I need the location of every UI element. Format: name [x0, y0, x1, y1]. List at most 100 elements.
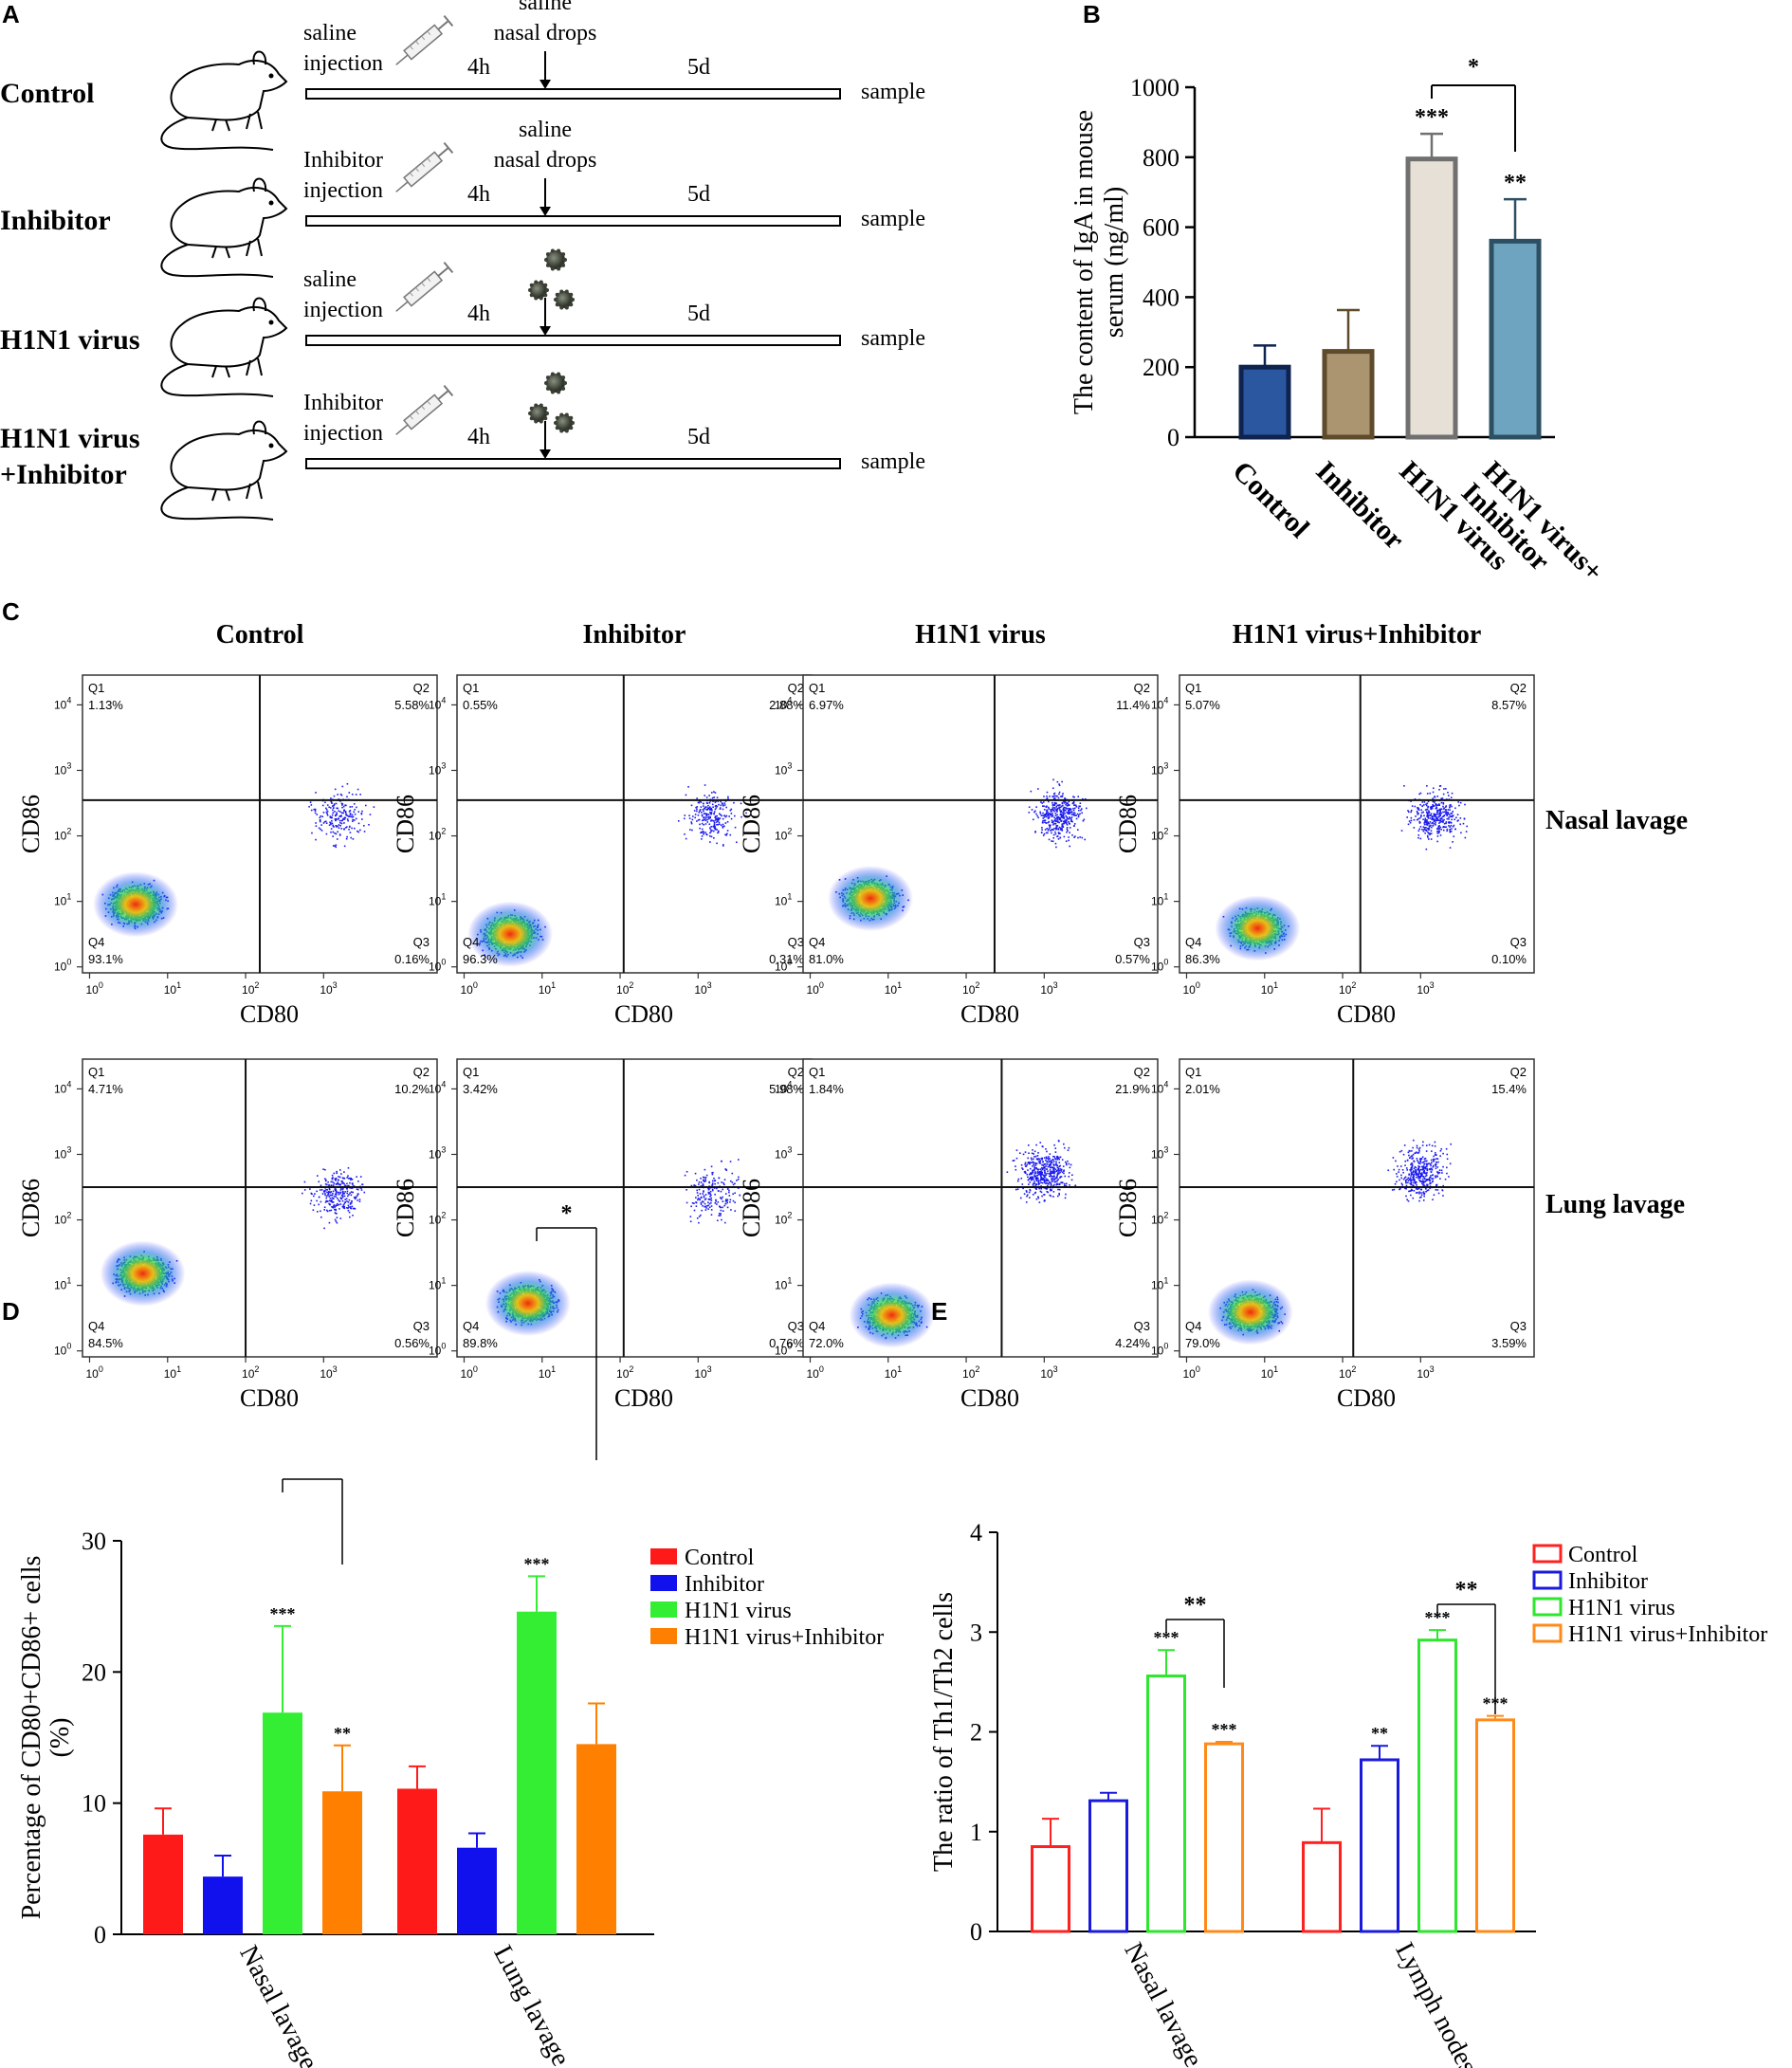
flow-event-dot: [1034, 831, 1036, 833]
flow-event-dot: [361, 810, 363, 813]
x-tick-label-line: Inhibitor: [1309, 455, 1410, 556]
flow-event-dot: [715, 821, 718, 823]
flow-event-dot: [1033, 818, 1034, 821]
protocol-group-label-2: +Inhibitor: [0, 459, 127, 490]
flow-event-dot: [714, 827, 717, 830]
quadrant-q1-value: 1.13%: [88, 698, 123, 712]
nasal-label-line2: nasal drops: [494, 148, 597, 173]
flow-event-dot: [1051, 814, 1052, 816]
virus-spike-dot: [557, 390, 561, 394]
syringe-barrel-shape: [403, 24, 444, 61]
flow-event-dot: [1056, 835, 1059, 837]
flow-event-dot: [696, 820, 698, 822]
syringe-handle-shape: [443, 384, 454, 397]
flow-event-dot: [699, 823, 701, 826]
flow-event-dot: [712, 830, 715, 833]
flow-event-dot: [1046, 791, 1049, 794]
flow-event-dot: [325, 807, 327, 810]
flow-event-dot: [696, 810, 698, 813]
syringe-tick-shape: [427, 157, 431, 162]
syringe-barrel-shape: [403, 151, 444, 188]
virus-spike-dot: [543, 406, 548, 411]
flow-event-dot: [710, 825, 713, 828]
flow-plot: Q11.13%Q25.58%Q30.16%Q493.1%100100101101…: [17, 674, 438, 1028]
flow-event-dot: [1072, 825, 1075, 827]
flow-event-dot: [314, 808, 317, 811]
mouse-body-shape: [170, 59, 288, 121]
flow-event-dot: [345, 826, 348, 828]
flow-event-dot: [360, 812, 363, 814]
flow-event-dot: [722, 804, 724, 807]
virus-particle-shape: [556, 291, 573, 308]
panel-b-label: B: [1083, 0, 1101, 28]
flow-event-dot: [1043, 816, 1046, 818]
virus-spike-dot: [557, 372, 561, 376]
flow-event-dot: [349, 814, 352, 815]
flow-event-dot: [730, 817, 733, 820]
flow-event-dot: [1048, 808, 1051, 810]
syringe-plunger-shape: [437, 147, 449, 157]
virus-spike-dot: [557, 248, 561, 253]
flow-event-dot: [330, 823, 332, 826]
flow-event-dot: [348, 828, 350, 831]
flow-event-dot: [716, 814, 718, 817]
syringe-icon: [395, 14, 454, 65]
virus-spike-dot: [559, 305, 564, 310]
y-tick-exponent: 3: [441, 760, 446, 770]
flow-event-dot: [1054, 833, 1057, 835]
x-tick-exponent: 2: [629, 980, 633, 990]
flow-event-dot: [1063, 820, 1066, 823]
flow-event-dot: [308, 805, 310, 808]
flow-event-dot: [729, 809, 732, 812]
flow-event-dot: [1070, 809, 1072, 811]
flow-event-dot: [1051, 819, 1053, 822]
virus-spike-dot: [571, 298, 575, 302]
virus-spike-dot: [555, 302, 559, 307]
flow-event-dot: [730, 813, 733, 814]
quadrant-q4-name: Q4: [463, 935, 479, 949]
y-tick-label: 103: [429, 760, 446, 777]
virus-spike-dot: [550, 372, 555, 376]
y-tick-label: 100: [429, 958, 446, 974]
flow-event-dot: [356, 806, 357, 809]
flow-event-dot: [701, 822, 704, 825]
virus-spike-dot: [561, 375, 566, 380]
flow-event-dot: [343, 810, 345, 813]
virus-spike-dot: [528, 288, 532, 292]
x-tick-exponent: 1: [551, 980, 556, 990]
flow-event-dot: [704, 819, 707, 822]
flow-event-dot: [338, 824, 340, 826]
virus-spike-dot: [539, 419, 543, 424]
flow-event-dot: [343, 822, 345, 824]
flow-event-dot: [349, 806, 352, 808]
flow-event-dot: [339, 825, 341, 827]
flow-event-dot: [311, 832, 313, 834]
flow-event-dot: [321, 804, 324, 807]
flow-event-dot: [342, 812, 345, 814]
flow-event-dot: [1062, 825, 1064, 827]
flow-event-dot: [333, 826, 335, 828]
mouse-legs-shape: [211, 357, 263, 378]
flow-event-dot: [333, 803, 336, 805]
virus-spike-dot: [528, 412, 532, 415]
flow-event-dot: [314, 812, 317, 814]
flow-event-dot: [725, 806, 727, 809]
sample-label: sample: [861, 326, 925, 351]
flow-event-dot: [1047, 814, 1050, 817]
flow-event-dot: [339, 811, 341, 813]
flow-event-dot: [349, 810, 352, 812]
flow-event-dot: [1069, 845, 1071, 848]
flow-event-dot: [733, 801, 735, 804]
flow-event-dot: [1041, 827, 1043, 829]
significance-label: **: [1504, 171, 1527, 195]
flow-event-dot: [715, 804, 718, 807]
flow-event-dot: [1061, 814, 1063, 816]
flow-event-dot: [701, 831, 703, 833]
flow-event-dot: [684, 833, 686, 835]
flow-event-dot: [1060, 811, 1063, 814]
flow-event-dot: [1048, 828, 1050, 831]
virus-spike-dot: [545, 288, 549, 292]
y-tick-label: 600: [1143, 214, 1179, 242]
flow-event-dot: [359, 829, 361, 832]
flow-event-dot: [345, 837, 348, 840]
